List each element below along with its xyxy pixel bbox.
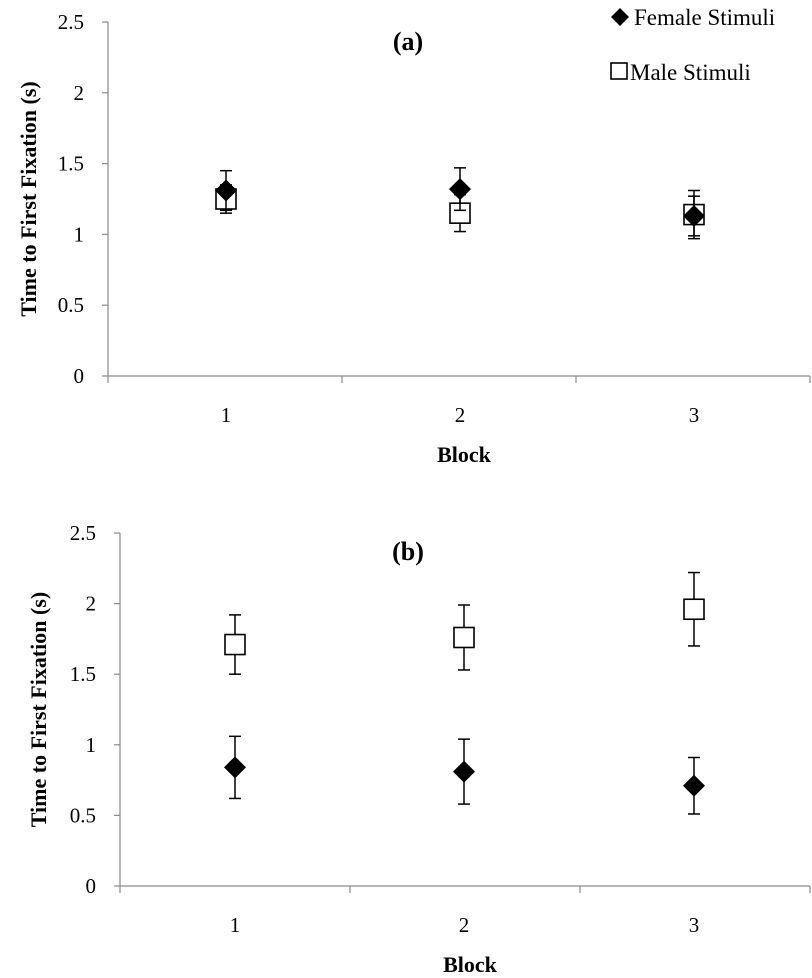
panel-label: (a) bbox=[393, 27, 423, 56]
x-tick-label: 1 bbox=[221, 403, 232, 427]
y-tick-label: 1.5 bbox=[70, 662, 96, 686]
y-tick-label: 1 bbox=[86, 733, 97, 757]
legend-male-label: Male Stimuli bbox=[630, 60, 751, 85]
legend-female-marker bbox=[611, 8, 629, 26]
y-axis-title: Time to First Fixation (s) bbox=[26, 592, 51, 827]
x-tick-label: 1 bbox=[230, 913, 241, 937]
y-tick-label: 2 bbox=[74, 81, 85, 105]
x-axis-title: Block bbox=[443, 952, 498, 977]
y-axis-title: Time to First Fixation (s) bbox=[16, 81, 41, 316]
data-point-female bbox=[683, 775, 705, 797]
data-point-male bbox=[454, 627, 474, 647]
y-tick-label: 0.5 bbox=[70, 803, 96, 827]
legend-male-marker bbox=[611, 63, 627, 79]
x-tick-label: 3 bbox=[689, 913, 700, 937]
x-axis-title: Block bbox=[437, 442, 492, 467]
legend: Female Stimuli Male Stimuli bbox=[611, 5, 775, 85]
x-tick-label: 2 bbox=[455, 403, 466, 427]
data-point-female bbox=[224, 756, 246, 778]
y-tick-label: 1 bbox=[74, 222, 85, 246]
data-point-female bbox=[453, 761, 475, 783]
y-tick-label: 0.5 bbox=[58, 293, 84, 317]
data-point-male bbox=[225, 635, 245, 655]
panel-label: (b) bbox=[392, 537, 424, 566]
y-tick-label: 0 bbox=[86, 874, 97, 898]
x-tick-label: 3 bbox=[689, 403, 700, 427]
x-tick-label: 2 bbox=[459, 913, 470, 937]
legend-female-label: Female Stimuli bbox=[634, 5, 775, 30]
chart-panel-b: 0 0.5 1 1.5 2 2.5 1 2 3 Block Time to First Fixati… bbox=[26, 521, 810, 977]
data-point-male bbox=[684, 599, 704, 619]
y-tick-label: 2.5 bbox=[58, 10, 84, 34]
y-tick-label: 1.5 bbox=[58, 152, 84, 176]
y-tick-label: 0 bbox=[74, 364, 85, 388]
y-tick-label: 2.5 bbox=[70, 521, 96, 545]
y-tick-label: 2 bbox=[86, 592, 97, 616]
data-point-female bbox=[449, 178, 471, 200]
